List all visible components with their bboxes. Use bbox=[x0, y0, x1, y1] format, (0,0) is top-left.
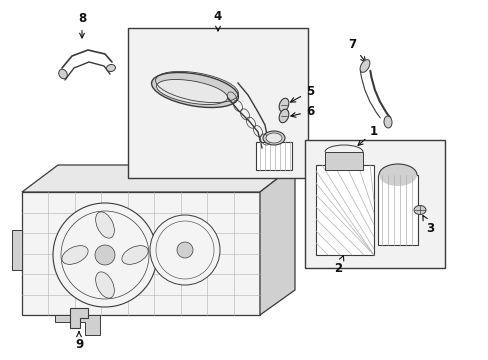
Ellipse shape bbox=[265, 133, 282, 143]
Text: 1: 1 bbox=[357, 125, 377, 145]
Ellipse shape bbox=[413, 206, 425, 215]
Bar bbox=[305, 140, 444, 268]
Bar bbox=[256, 142, 291, 170]
Text: 2: 2 bbox=[333, 256, 343, 275]
Polygon shape bbox=[55, 315, 100, 335]
Ellipse shape bbox=[106, 64, 115, 72]
Ellipse shape bbox=[263, 131, 285, 145]
Ellipse shape bbox=[279, 98, 288, 112]
Bar bbox=[128, 28, 307, 178]
Polygon shape bbox=[260, 165, 294, 315]
Circle shape bbox=[177, 242, 193, 258]
Text: 6: 6 bbox=[290, 105, 313, 118]
Circle shape bbox=[150, 215, 220, 285]
Ellipse shape bbox=[122, 246, 148, 264]
Ellipse shape bbox=[62, 246, 88, 264]
Ellipse shape bbox=[96, 212, 114, 238]
Ellipse shape bbox=[156, 80, 227, 104]
Ellipse shape bbox=[151, 72, 238, 108]
Text: 9: 9 bbox=[75, 332, 83, 351]
Text: 7: 7 bbox=[347, 38, 365, 62]
Polygon shape bbox=[22, 192, 260, 315]
Ellipse shape bbox=[279, 109, 288, 123]
Polygon shape bbox=[22, 165, 294, 192]
Circle shape bbox=[53, 203, 157, 307]
Text: 5: 5 bbox=[290, 85, 313, 102]
Bar bbox=[315, 165, 373, 255]
Ellipse shape bbox=[59, 69, 67, 79]
Bar bbox=[377, 175, 417, 245]
Ellipse shape bbox=[96, 272, 114, 298]
Polygon shape bbox=[12, 230, 22, 270]
Circle shape bbox=[95, 245, 115, 265]
Polygon shape bbox=[70, 308, 88, 328]
Bar bbox=[325, 152, 362, 170]
Text: 8: 8 bbox=[78, 12, 86, 38]
Text: 4: 4 bbox=[213, 10, 222, 31]
Text: 3: 3 bbox=[422, 216, 433, 235]
Ellipse shape bbox=[378, 164, 416, 186]
Ellipse shape bbox=[383, 116, 391, 128]
Ellipse shape bbox=[359, 60, 369, 72]
